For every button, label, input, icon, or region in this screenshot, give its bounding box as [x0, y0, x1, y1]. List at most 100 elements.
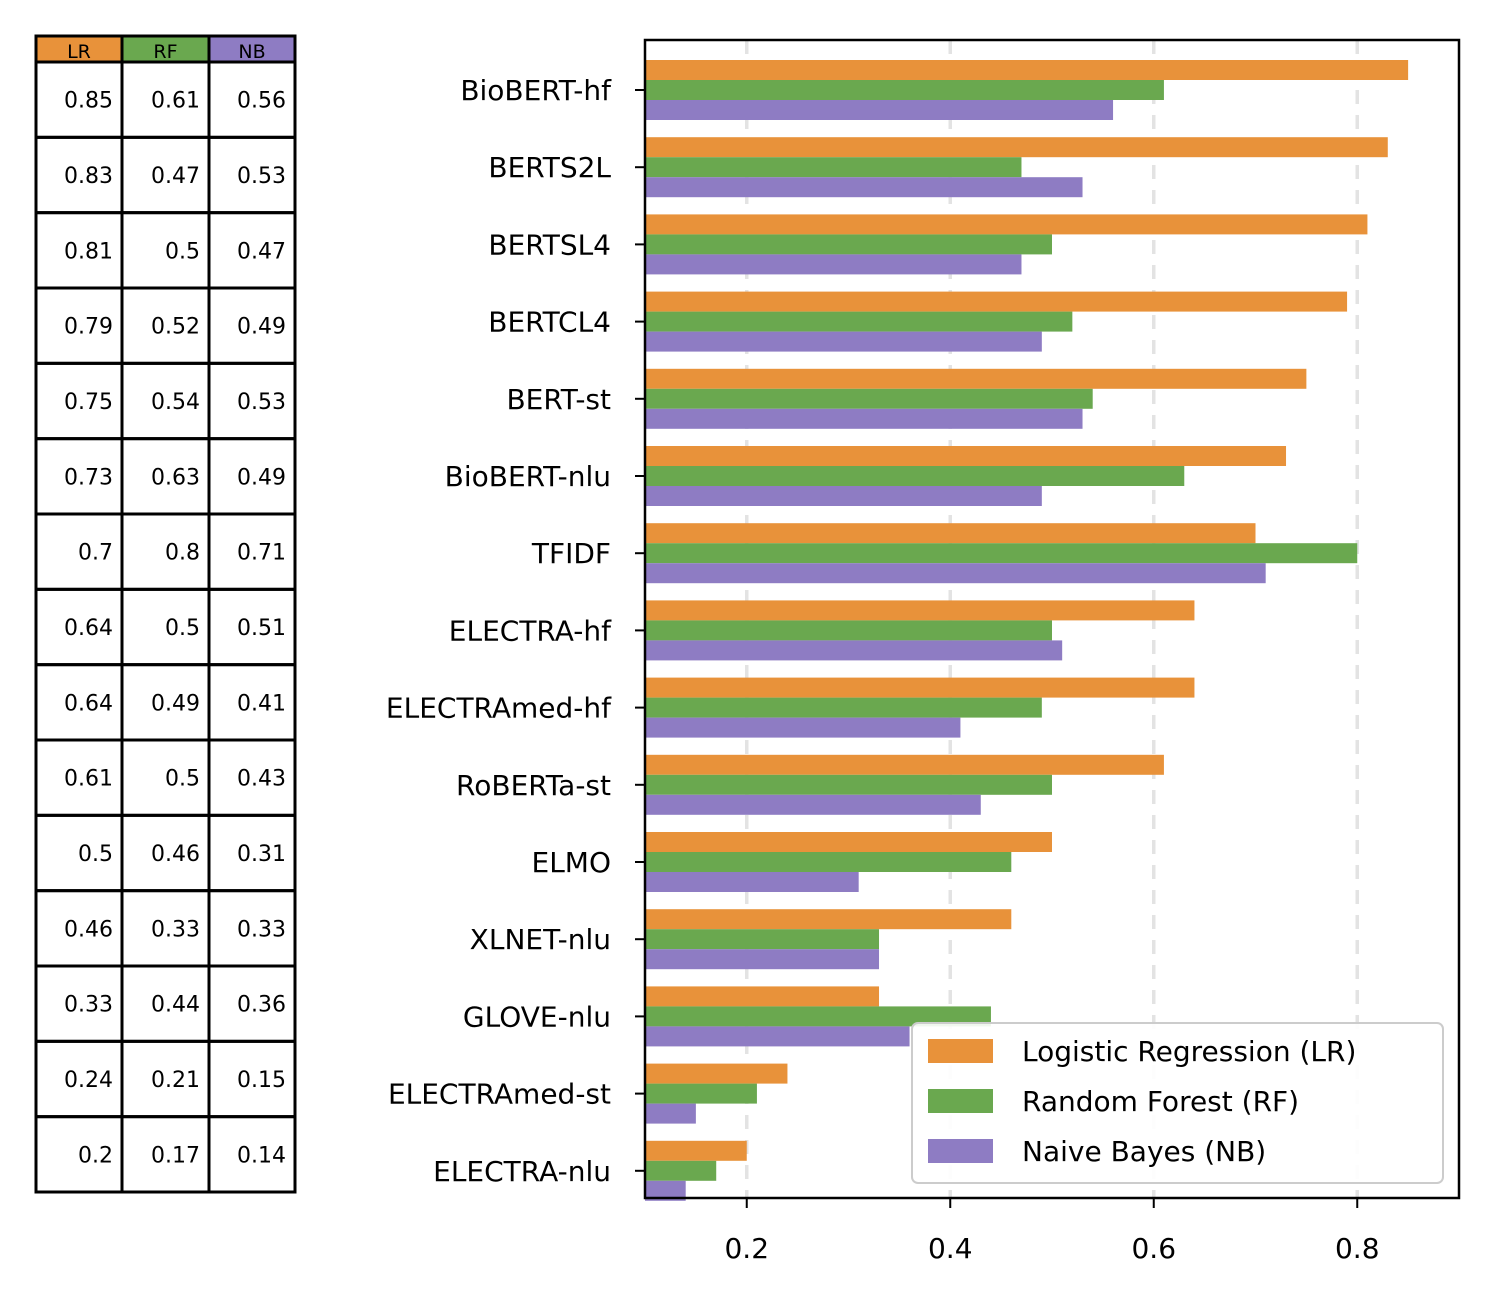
y-tick-label-3: BERTCL4: [488, 306, 611, 339]
y-tick-label-1: BERTS2L: [488, 151, 611, 184]
x-axis: 0.2 0.4 0.6 0.8: [724, 1198, 1380, 1265]
table-cell-10-0: 0.5: [78, 842, 113, 867]
bar-nb-12: [645, 1026, 910, 1047]
bar-rf-1: [645, 157, 1022, 178]
y-tick-label-4: BERT-st: [506, 383, 611, 416]
table-cell-6-0: 0.7: [78, 541, 113, 566]
bar-nb-14: [645, 1180, 686, 1201]
table-cell-11-0: 0.46: [64, 917, 113, 942]
y-tick-label-2: BERTSL4: [488, 228, 611, 261]
legend-label-lr: Logistic Regression (LR): [1022, 1035, 1356, 1068]
table-cell-12-2: 0.36: [237, 993, 286, 1018]
x-tick-label-1: 0.4: [928, 1232, 973, 1265]
table-cell-0-2: 0.56: [237, 89, 286, 114]
bar-nb-13: [645, 1103, 696, 1124]
bar-rf-8: [645, 697, 1042, 718]
bar-lr-9: [645, 754, 1164, 775]
bar-nb-0: [645, 100, 1114, 120]
bar-lr-13: [645, 1063, 788, 1084]
table-cell-3-2: 0.49: [237, 315, 286, 340]
bar-nb-3: [645, 331, 1042, 352]
x-tick-label-0: 0.2: [724, 1232, 769, 1265]
bar-nb-1: [645, 177, 1083, 198]
table-header-rf: RF: [153, 41, 177, 63]
table-cell-14-2: 0.14: [237, 1143, 286, 1168]
legend-label-rf: Random Forest (RF): [1022, 1085, 1299, 1118]
bar-nb-5: [645, 486, 1042, 506]
plot-frame: [643, 38, 1461, 1200]
y-tick-label-6: TFIDF: [531, 537, 611, 570]
y-axis: BioBERT-hf BERTS2L BERTSL4 BERTCL4 BERT-st Bi…: [386, 74, 645, 1188]
bar-rf-4: [645, 388, 1093, 409]
bar-rf-9: [645, 774, 1052, 795]
table-cell-2-1: 0.5: [165, 239, 200, 264]
bar-nb-11: [645, 949, 880, 970]
bar-rf-7: [645, 620, 1052, 641]
table-cell-13-0: 0.24: [64, 1068, 113, 1093]
table-cell-11-1: 0.33: [151, 917, 200, 942]
table-cell-8-0: 0.64: [64, 691, 113, 716]
legend-swatch-nb: [928, 1139, 993, 1163]
table-cell-6-1: 0.8: [165, 541, 200, 566]
table-cell-4-0: 0.75: [64, 390, 113, 415]
bar-rf-13: [645, 1083, 757, 1104]
y-tick-label-11: XLNET-nlu: [470, 923, 611, 956]
bar-lr-0: [645, 60, 1409, 80]
table-cell-3-1: 0.52: [151, 315, 200, 340]
table-cell-8-1: 0.49: [151, 691, 200, 716]
y-tick-label-10: ELMO: [532, 846, 612, 879]
table-cell-12-1: 0.44: [151, 993, 200, 1018]
bar-rf-3: [645, 311, 1073, 332]
bar-lr-14: [645, 1140, 747, 1161]
y-tick-label-12: GLOVE-nlu: [463, 1000, 611, 1033]
x-tick-label-3: 0.8: [1335, 1232, 1380, 1265]
bar-nb-10: [645, 872, 859, 892]
table-cell-5-1: 0.63: [151, 465, 200, 490]
y-tick-label-13: ELECTRAmed-st: [388, 1078, 611, 1111]
table-cell-3-0: 0.79: [64, 315, 113, 340]
values-table: 0.85 0.61 0.56 0.83 0.47 0.53 0.81 0.5 0.47 0.79 0…: [34, 34, 297, 1194]
table-cell-0-0: 0.85: [64, 89, 113, 114]
table-cell-5-2: 0.49: [237, 465, 286, 490]
table-cell-12-0: 0.33: [64, 993, 113, 1018]
table-cell-box: [207, 1115, 297, 1194]
table-cell-14-0: 0.2: [78, 1143, 113, 1168]
bar-lr-2: [645, 214, 1368, 235]
legend-label-nb: Naive Bayes (NB): [1022, 1135, 1266, 1168]
bars: [645, 60, 1409, 1201]
table-cell-6-2: 0.71: [237, 541, 286, 566]
table-cell-11-2: 0.33: [237, 917, 286, 942]
table-header-box: [207, 34, 297, 64]
bar-rf-12: [645, 1006, 991, 1027]
table-cell-13-1: 0.21: [151, 1068, 200, 1093]
legend: Logistic Regression (LR) Random Forest (R…: [911, 1022, 1444, 1184]
bar-rf-11: [645, 929, 880, 950]
table-cell-2-0: 0.81: [64, 239, 113, 264]
y-tick-label-0: BioBERT-hf: [460, 74, 612, 107]
table-cell-1-1: 0.47: [151, 164, 200, 189]
table-cell-9-2: 0.43: [237, 767, 286, 792]
table-cell-5-0: 0.73: [64, 465, 113, 490]
table-cell-2-2: 0.47: [237, 239, 286, 264]
bar-lr-1: [645, 137, 1388, 158]
bar-lr-6: [645, 523, 1256, 544]
bar-lr-12: [645, 986, 880, 1007]
bar-lr-10: [645, 832, 1052, 852]
table-cell-14-1: 0.17: [151, 1143, 200, 1168]
legend-swatch-lr: [928, 1039, 993, 1063]
bar-lr-4: [645, 368, 1307, 389]
table-cell-7-0: 0.64: [64, 616, 113, 641]
bar-rf-6: [645, 543, 1358, 564]
bar-lr-7: [645, 600, 1195, 621]
bar-nb-4: [645, 408, 1083, 429]
bar-rf-5: [645, 466, 1185, 486]
table-cell-10-1: 0.46: [151, 842, 200, 867]
table-cell-7-2: 0.51: [237, 616, 286, 641]
legend-swatch-rf: [928, 1089, 993, 1113]
legend-box: [911, 1022, 1444, 1184]
bar-rf-14: [645, 1160, 717, 1181]
y-tick-label-8: ELECTRAmed-hf: [386, 692, 612, 725]
y-tick-label-9: RoBERTa-st: [456, 769, 611, 802]
bar-nb-8: [645, 717, 961, 738]
